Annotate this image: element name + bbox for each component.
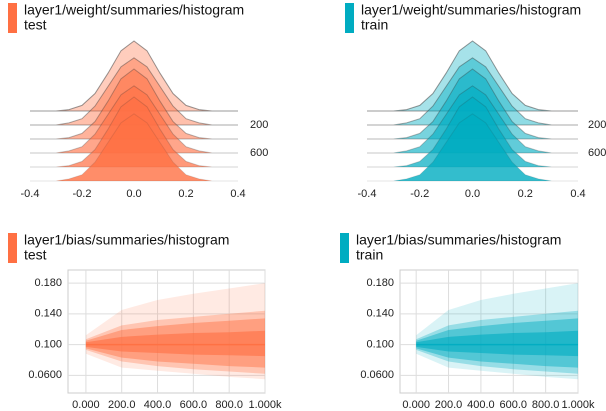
chart-subtitle: test — [24, 247, 47, 263]
legend-swatch — [345, 3, 354, 33]
x-tick-label: -0.2 — [410, 188, 429, 200]
chart-subtitle: train — [361, 17, 388, 33]
y-tick-label: 0.100 — [34, 338, 62, 350]
x-tick-label: -0.2 — [73, 188, 92, 200]
x-tick-label: 200.0 — [435, 399, 463, 411]
x-tick-label: 600.0 — [500, 399, 528, 411]
x-tick-label: 0.0 — [465, 188, 480, 200]
chart-title: layer1/bias/summaries/histogram — [24, 232, 229, 248]
x-tick-label: 0.000 — [402, 399, 430, 411]
percentile-band — [416, 283, 578, 380]
x-tick-label: 0.0 — [126, 188, 141, 200]
chart-title: layer1/bias/summaries/histogram — [356, 232, 561, 248]
y-tick-label: 0.180 — [366, 277, 394, 289]
y-tick-label: 600 — [588, 147, 606, 159]
x-tick-label: 800.0 — [215, 399, 243, 411]
x-tick-label: -0.4 — [358, 188, 377, 200]
y-tick-label: 0.0600 — [28, 369, 62, 381]
x-tick-label: 800.0 — [532, 399, 560, 411]
legend-swatch — [8, 233, 17, 263]
histogram-slice — [367, 113, 578, 182]
y-tick-label: 0.100 — [366, 338, 394, 350]
y-tick-label: 600 — [250, 147, 268, 159]
chart-title: layer1/weight/summaries/histogram — [361, 2, 581, 18]
x-tick-label: 0.4 — [570, 188, 585, 200]
x-tick-label: 1.000k — [561, 399, 595, 411]
percentile-band — [85, 330, 266, 357]
x-tick-label: 400.0 — [467, 399, 495, 411]
legend-swatch — [8, 3, 17, 33]
x-tick-label: 0.000 — [72, 399, 100, 411]
y-tick-label: 0.0600 — [360, 369, 394, 381]
x-tick-label: 200.0 — [108, 399, 136, 411]
chart-title: layer1/weight/summaries/histogram — [24, 2, 244, 18]
legend-swatch — [340, 233, 349, 263]
y-tick-label: 0.140 — [366, 308, 394, 320]
x-tick-label: 0.2 — [178, 188, 193, 200]
x-tick-label: 0.4 — [230, 188, 245, 200]
x-tick-label: 400.0 — [144, 399, 172, 411]
x-tick-label: 600.0 — [180, 399, 208, 411]
percentile-band — [85, 283, 266, 380]
x-tick-label: 0.2 — [518, 188, 533, 200]
histogram-slice — [30, 113, 238, 182]
chart-subtitle: train — [356, 247, 383, 263]
x-tick-label: 1.000k — [248, 399, 282, 411]
x-tick-label: -0.4 — [21, 188, 40, 200]
chart-subtitle: test — [24, 17, 47, 33]
y-tick-label: 200 — [588, 119, 606, 131]
y-tick-label: 0.140 — [34, 308, 62, 320]
percentile-band — [416, 330, 578, 357]
y-tick-label: 0.180 — [34, 277, 62, 289]
y-tick-label: 200 — [250, 119, 268, 131]
